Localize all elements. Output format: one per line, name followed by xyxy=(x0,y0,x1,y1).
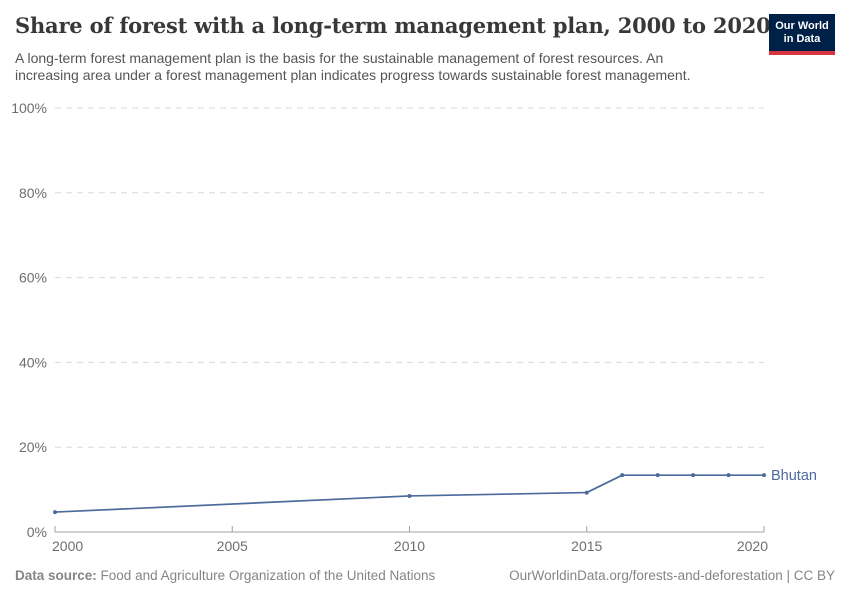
chart-subtitle-line2: increasing area under a forest managemen… xyxy=(15,67,691,83)
x-tick-label-2020: 2020 xyxy=(737,538,768,554)
y-tick-label-20%: 20% xyxy=(19,439,47,455)
data-source-value: Food and Agriculture Organization of the… xyxy=(100,568,436,583)
owid-logo[interactable]: Our World in Data xyxy=(769,14,835,55)
data-point-bhutan-2017[interactable] xyxy=(655,473,660,478)
chart-subtitle: A long-term forest management plan is th… xyxy=(15,50,691,84)
chart-subtitle-line1: A long-term forest management plan is th… xyxy=(15,50,664,66)
y-tick-label-100%: 100% xyxy=(11,100,47,116)
page-title: Share of forest with a long-term managem… xyxy=(15,13,771,38)
data-point-bhutan-2015[interactable] xyxy=(584,490,589,495)
y-tick-label-0%: 0% xyxy=(27,524,47,540)
data-source: Data source: Food and Agriculture Organi… xyxy=(15,568,435,583)
y-tick-label-80%: 80% xyxy=(19,185,47,201)
x-tick-label-2015: 2015 xyxy=(571,538,602,554)
owid-logo-line2: in Data xyxy=(783,33,821,45)
x-tick-label-2000: 2000 xyxy=(52,538,83,554)
chart-footer: Data source: Food and Agriculture Organi… xyxy=(15,568,835,583)
data-point-bhutan-2016[interactable] xyxy=(620,473,625,478)
data-point-bhutan-2010[interactable] xyxy=(407,493,412,498)
entity-label-bhutan[interactable]: Bhutan xyxy=(771,468,817,484)
data-point-bhutan-2019[interactable] xyxy=(726,473,731,478)
data-point-bhutan-2000[interactable] xyxy=(53,510,57,515)
data-source-label: Data source: xyxy=(15,568,97,583)
attribution-link[interactable]: OurWorldinData.org/forests-and-deforesta… xyxy=(509,568,835,583)
data-point-bhutan-2018[interactable] xyxy=(691,473,696,478)
trend-line-bhutan[interactable] xyxy=(54,474,764,513)
data-point-bhutan-2020[interactable] xyxy=(762,473,766,478)
x-tick-label-2005: 2005 xyxy=(217,538,248,554)
y-tick-label-40%: 40% xyxy=(19,354,47,370)
owid-logo-line1: Our World xyxy=(775,20,829,32)
y-tick-label-60%: 60% xyxy=(19,270,47,286)
owid-logo-box: Our World in Data xyxy=(769,14,835,51)
owid-logo-accent-bar xyxy=(769,51,835,55)
x-tick-label-2010: 2010 xyxy=(394,538,425,554)
